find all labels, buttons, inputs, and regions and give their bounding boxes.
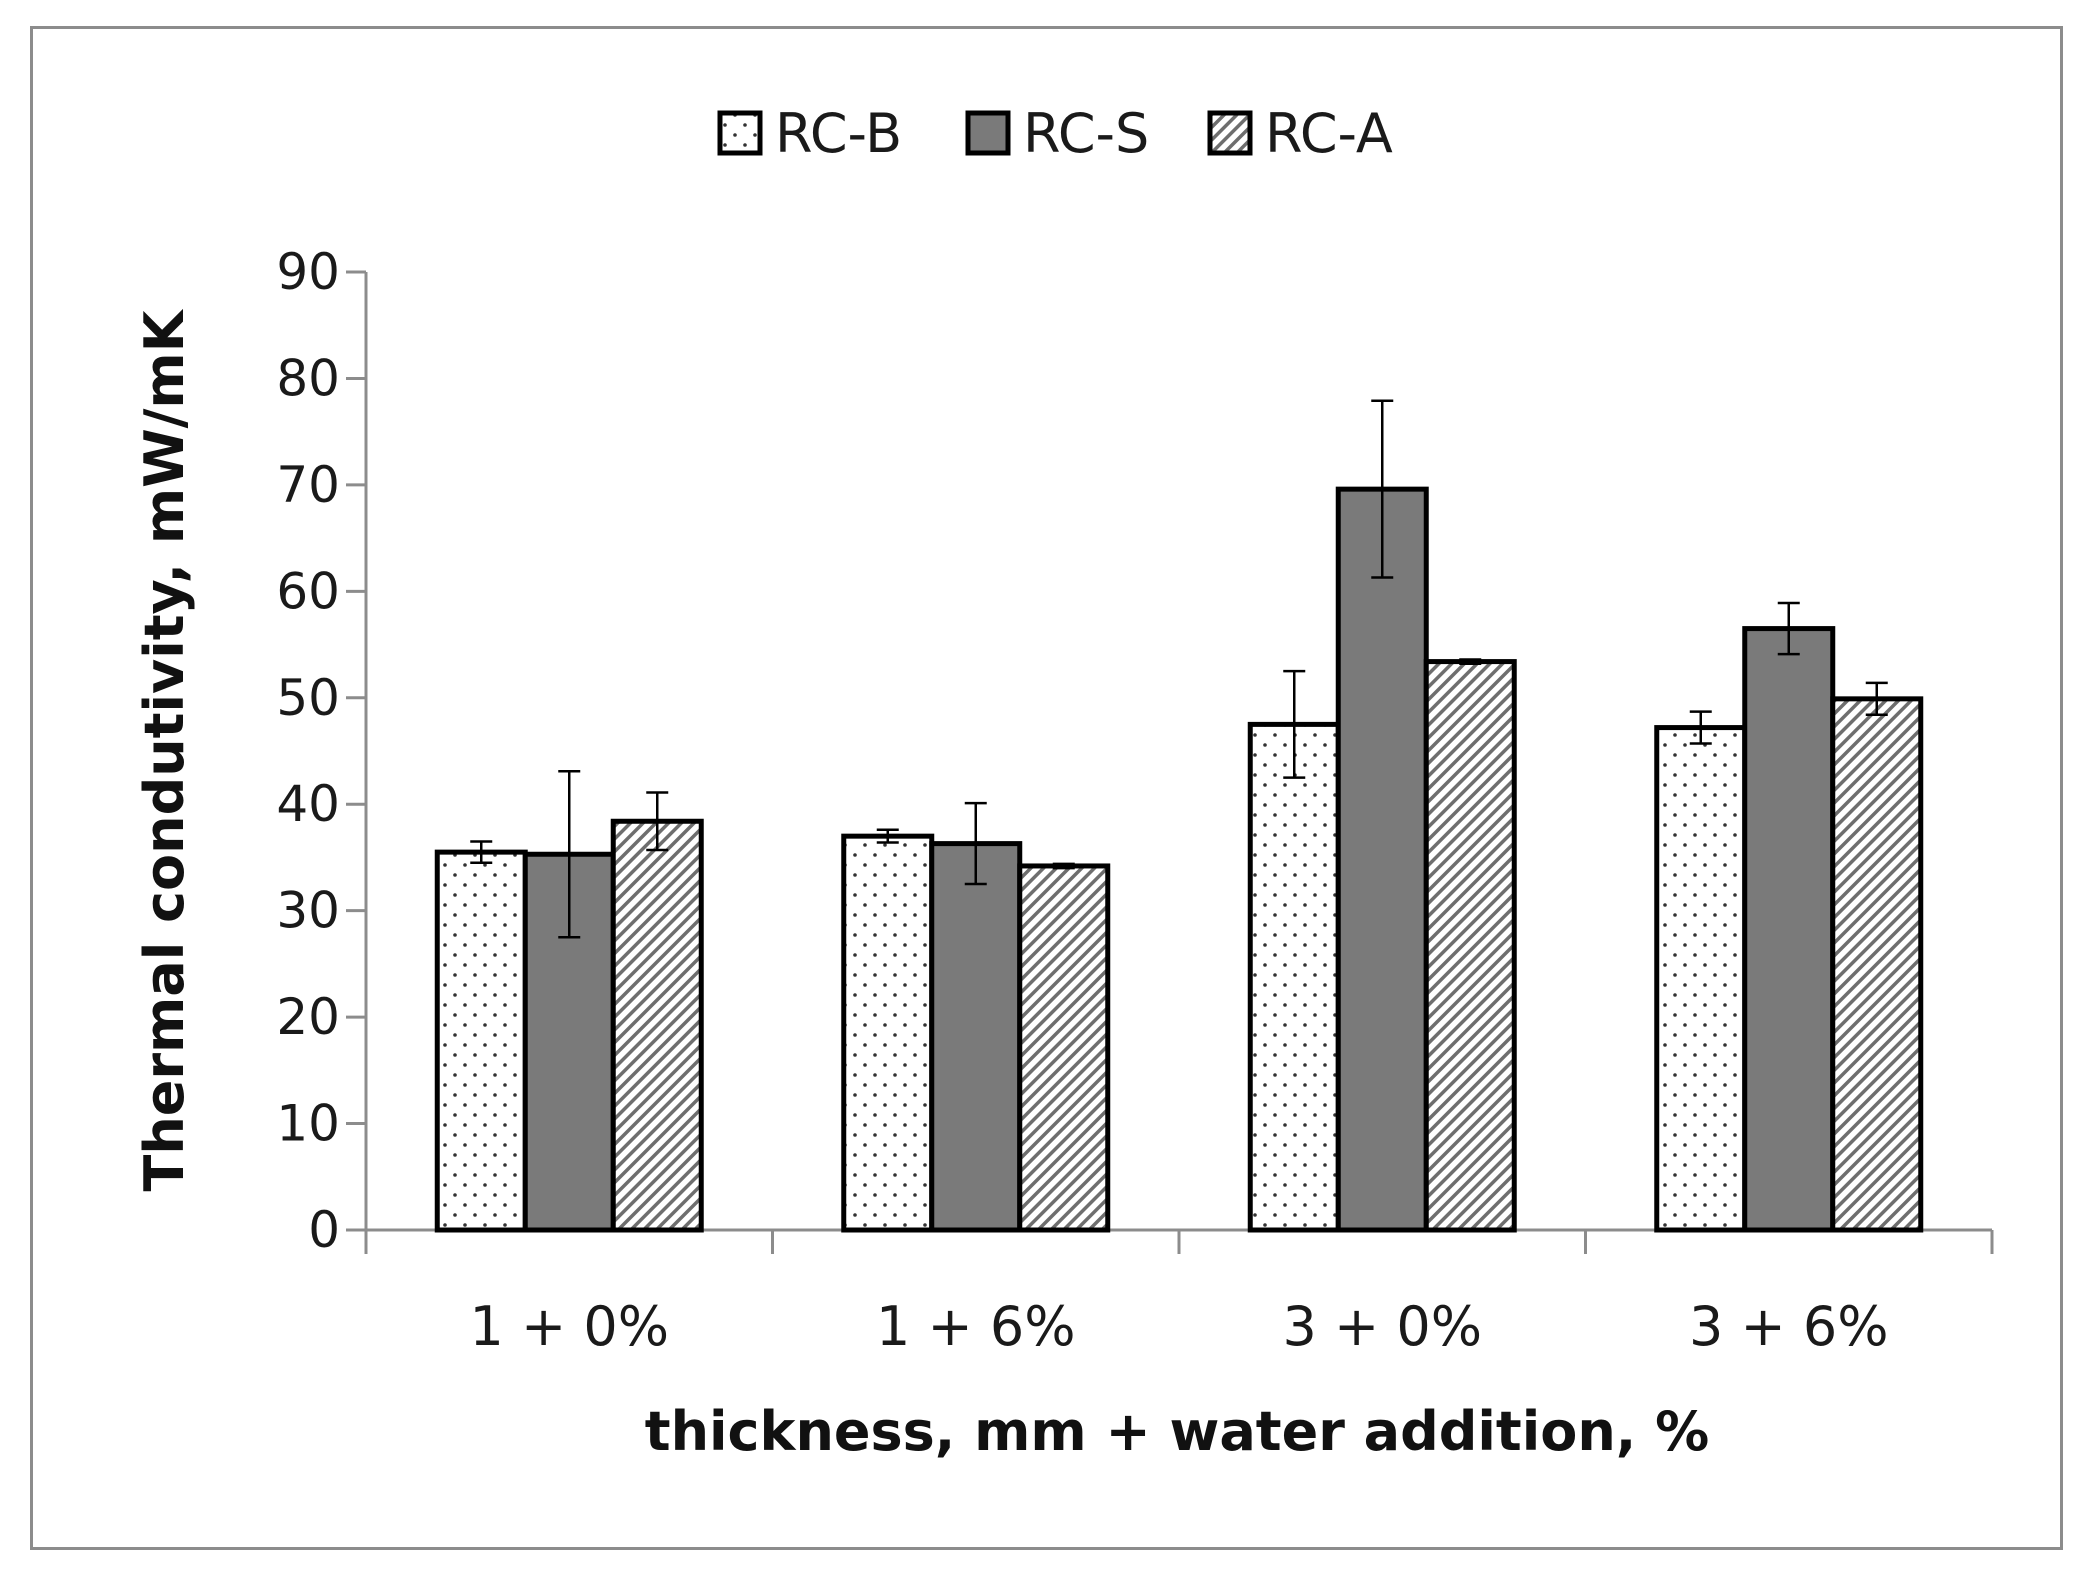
legend-swatch-rc-s — [965, 110, 1011, 156]
legend-label-rc-a: RC-A — [1265, 102, 1393, 165]
x-tick-label: 3 + 0% — [1282, 1295, 1482, 1358]
x-tick-label: 3 + 6% — [1689, 1295, 1889, 1358]
y-axis-ticks: 0 10 20 30 40 50 60 70 80 90 — [276, 243, 366, 1259]
y-tick-label: 10 — [276, 1095, 340, 1153]
y-tick-label: 40 — [276, 775, 340, 833]
bar-rc-s-1 — [929, 841, 1023, 1233]
legend-swatch-rc-a — [1207, 110, 1253, 156]
error-bar-rc-s-1 — [964, 801, 987, 886]
bar-rc-b-3 — [1654, 725, 1748, 1233]
y-tick-label: 90 — [276, 243, 340, 301]
legend: RC-B RC-S RC-A — [717, 102, 1393, 165]
x-axis-title: thickness, mm + water addition, % — [645, 1400, 1709, 1463]
error-bar-rc-a-2 — [1459, 658, 1482, 665]
legend-label-rc-b: RC-B — [775, 102, 902, 165]
bars — [434, 486, 1924, 1233]
y-tick-label: 20 — [276, 988, 340, 1046]
legend-item-rc-a: RC-A — [1207, 102, 1393, 165]
bar-rc-a-1 — [1017, 863, 1111, 1233]
y-tick-label: 70 — [276, 456, 340, 514]
y-tick-label: 50 — [276, 669, 340, 727]
error-bar-rc-b-0 — [470, 840, 493, 865]
bar-rc-a-0 — [610, 818, 704, 1233]
bar-rc-b-1 — [841, 833, 935, 1233]
error-bar-rc-s-3 — [1777, 601, 1800, 656]
legend-item-rc-s: RC-S — [965, 102, 1149, 165]
y-tick-label: 0 — [308, 1201, 340, 1259]
bar-rc-a-3 — [1830, 696, 1924, 1233]
error-bar-rc-b-3 — [1689, 710, 1712, 745]
error-bar-rc-b-2 — [1283, 669, 1306, 779]
error-bar-rc-a-0 — [646, 791, 669, 852]
error-bar-rc-s-0 — [558, 769, 581, 939]
legend-label-rc-s: RC-S — [1023, 102, 1149, 165]
y-tick-label: 60 — [276, 562, 340, 620]
legend-swatch-rc-b — [717, 110, 763, 156]
bar-rc-b-2 — [1247, 721, 1341, 1233]
error-bar-rc-s-2 — [1371, 399, 1394, 579]
error-bar-rc-a-1 — [1052, 862, 1075, 870]
bar-rc-a-2 — [1423, 659, 1517, 1233]
x-axis-ticks: 1 + 0% 1 + 6% 3 + 0% 3 + 6% — [364, 1230, 1994, 1358]
bar-rc-s-2 — [1335, 486, 1429, 1233]
x-tick-label: 1 + 6% — [876, 1295, 1076, 1358]
error-bars — [470, 399, 1888, 939]
error-bar-rc-a-3 — [1865, 681, 1888, 717]
y-tick-label: 30 — [276, 882, 340, 940]
x-tick-label: 1 + 0% — [469, 1295, 669, 1358]
bar-rc-b-0 — [434, 849, 528, 1233]
y-tick-label: 80 — [276, 349, 340, 407]
error-bar-rc-b-1 — [876, 828, 899, 844]
legend-item-rc-b: RC-B — [717, 102, 902, 165]
y-axis-title: Thermal condutivity, mW/mK — [133, 308, 196, 1191]
bar-rc-s-3 — [1742, 626, 1836, 1233]
